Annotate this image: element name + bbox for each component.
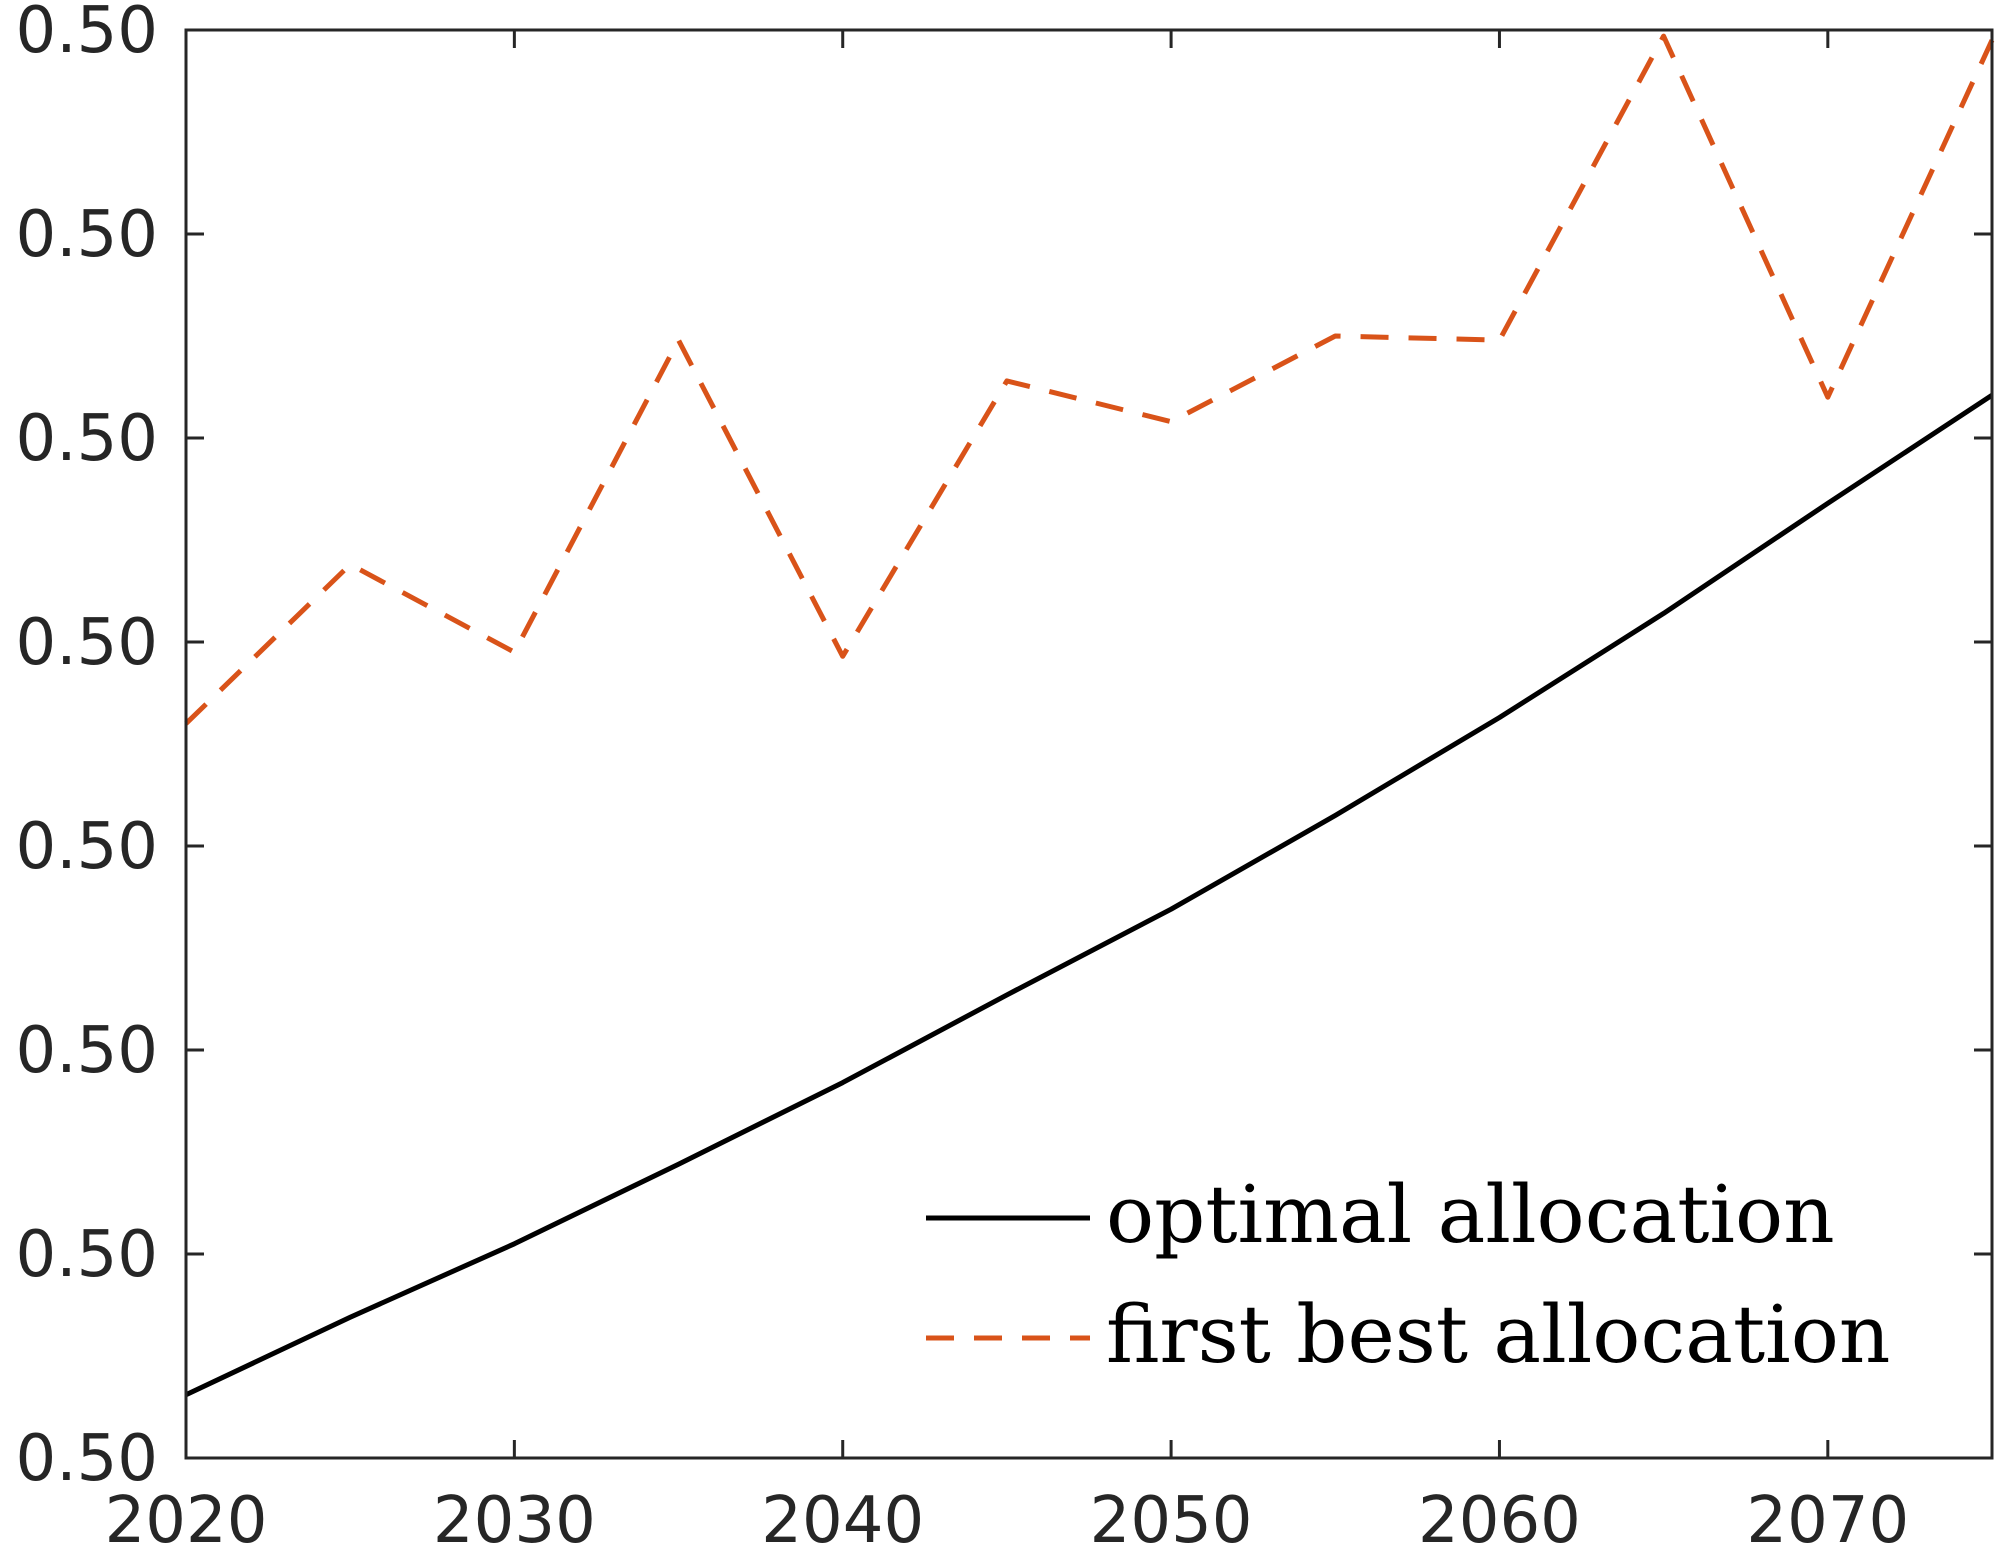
series-layer (184, 33, 1995, 1398)
tick-labels-layer: 2020 2030 2040 2050 2060 2070 0.50 0.50 0.50 0.50… (16, 0, 1910, 1554)
y-tick-label: 0.50 (16, 810, 159, 884)
y-tick-label: 0.50 (16, 402, 159, 476)
y-tick-label: 0.50 (16, 606, 159, 680)
series-line-optimal (184, 393, 1994, 1398)
y-tick-label: 0.50 (16, 0, 159, 68)
y-tick-label: 0.50 (16, 1218, 159, 1292)
legend-label-first-best: first best allocation (1106, 1288, 1890, 1381)
x-tick-label: 2070 (1746, 1484, 1909, 1554)
x-tick-label: 2020 (105, 1484, 268, 1554)
ticks-layer (184, 28, 1992, 1460)
x-tick-label: 2030 (433, 1484, 596, 1554)
legend: optimal allocation first best allocation (926, 1168, 1890, 1381)
series-line-first-best (184, 33, 1995, 726)
legend-label-optimal: optimal allocation (1106, 1168, 1835, 1261)
x-tick-label: 2050 (1090, 1484, 1253, 1554)
y-tick-label: 0.50 (16, 198, 159, 272)
y-tick-label: 0.50 (16, 1422, 159, 1496)
plot-frame (184, 28, 1994, 1460)
y-tick-label: 0.50 (16, 1014, 159, 1088)
x-tick-label: 2040 (761, 1484, 924, 1554)
x-tick-label: 2060 (1418, 1484, 1581, 1554)
